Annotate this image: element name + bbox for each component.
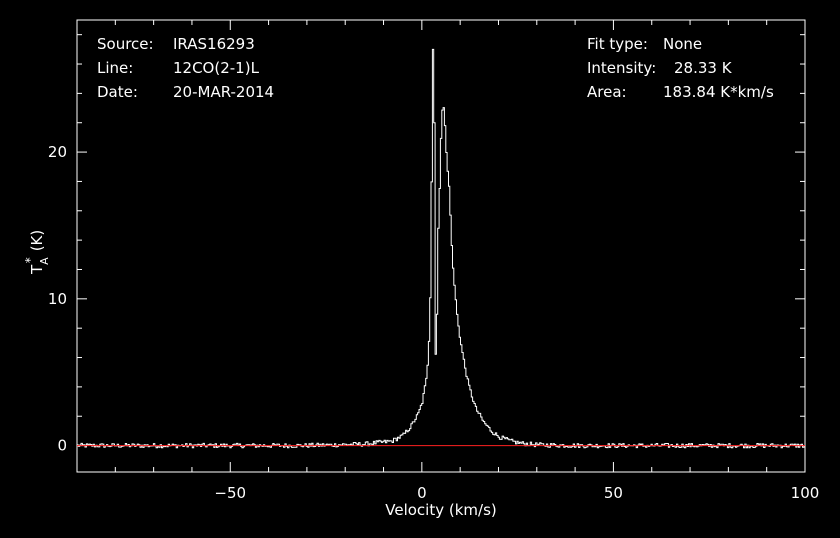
fit-type-label: Fit type: — [587, 35, 648, 53]
y-axis-label-sup: * — [23, 257, 37, 263]
y-axis-label: TA* (K) — [23, 230, 51, 275]
axis-ticks — [76, 20, 806, 472]
y-tick-label: 10 — [48, 290, 67, 308]
x-axis-label: Velocity (km/s) — [385, 501, 496, 519]
area-label: Area: — [587, 83, 627, 101]
date-label: Date: — [97, 83, 138, 101]
y-axis-label-unit: (K) — [28, 230, 46, 252]
y-axis-label-main: T — [28, 264, 46, 275]
intensity-value: 28.33 K — [674, 59, 733, 77]
svg-text:TA*(K): TA* (K) — [23, 230, 51, 275]
fit-type-value: None — [663, 35, 702, 53]
tick-labels: −50 0 50 100 0 10 20 — [48, 143, 819, 502]
y-axis-label-sub: A — [38, 257, 51, 265]
area-value: 183.84 K*km/s — [663, 83, 774, 101]
x-tick-label: 100 — [791, 484, 820, 502]
intensity-label: Intensity: — [587, 59, 656, 77]
y-tick-label: 0 — [57, 437, 67, 455]
date-value: 20-MAR-2014 — [173, 83, 274, 101]
x-tick-label: 50 — [604, 484, 623, 502]
y-tick-label: 20 — [48, 143, 67, 161]
line-value: 12CO(2-1)L — [173, 59, 260, 77]
plot-frame — [76, 19, 806, 473]
line-label: Line: — [97, 59, 133, 77]
source-label: Source: — [97, 35, 154, 53]
source-value: IRAS16293 — [173, 35, 255, 53]
x-tick-label: 0 — [417, 484, 427, 502]
x-tick-label: −50 — [214, 484, 246, 502]
